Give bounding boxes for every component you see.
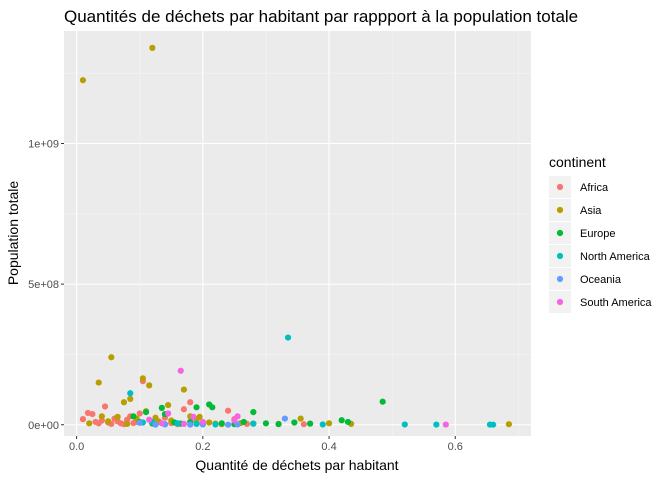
- point-north-america: [319, 421, 326, 428]
- point-south-america: [180, 420, 188, 428]
- legend-label-south-america: South America: [580, 297, 652, 309]
- point-europe: [193, 404, 200, 411]
- legend-key-oceania: [556, 275, 564, 283]
- plot-panel: [64, 31, 531, 436]
- data-points: [79, 44, 513, 428]
- point-oceania: [136, 419, 143, 426]
- point-asia: [196, 413, 203, 420]
- x-tick-label: 0.0: [69, 441, 84, 453]
- x-axis-label: Quantité de déchets par habitant: [195, 457, 398, 473]
- point-south-america: [158, 420, 165, 427]
- point-africa: [136, 410, 143, 417]
- point-europe: [379, 398, 386, 405]
- legend-label-asia: Asia: [580, 205, 602, 217]
- point-europe: [158, 404, 165, 411]
- point-north-america: [212, 421, 219, 428]
- point-south-america: [177, 367, 184, 374]
- point-europe: [275, 421, 282, 428]
- point-asia: [108, 354, 115, 361]
- point-oceania: [187, 421, 194, 428]
- point-north-america: [250, 420, 257, 427]
- point-asia: [152, 414, 159, 421]
- legend-label-oceania: Oceania: [580, 274, 622, 286]
- point-south-america: [165, 410, 172, 417]
- point-north-america: [490, 421, 497, 428]
- point-europe: [240, 418, 247, 426]
- point-africa: [187, 399, 194, 406]
- y-axis-ticks: 0e+00 5e+08 1e+09: [28, 139, 64, 432]
- x-tick-label: 0.2: [195, 441, 210, 453]
- legend: continent Africa Asia Europe North America O…: [549, 154, 652, 313]
- y-tick-label: 0e+00: [28, 420, 59, 432]
- point-africa: [89, 410, 96, 418]
- point-europe: [218, 420, 225, 427]
- point-africa: [224, 407, 232, 414]
- point-oceania: [224, 421, 232, 428]
- legend-key-europe: [556, 229, 564, 237]
- point-asia: [105, 418, 112, 425]
- point-europe: [344, 418, 352, 426]
- point-europe: [338, 417, 345, 424]
- y-axis-label: Population totale: [5, 181, 21, 286]
- legend-label-north-america: North America: [580, 251, 651, 263]
- point-asia: [139, 375, 146, 382]
- legend-key-asia: [556, 206, 564, 214]
- point-asia: [114, 413, 121, 420]
- point-south-america: [231, 417, 238, 424]
- point-europe: [262, 420, 270, 427]
- x-tick-label: 0.6: [448, 441, 463, 453]
- point-asia: [86, 420, 93, 427]
- point-europe: [291, 419, 298, 426]
- point-africa: [101, 403, 109, 410]
- point-north-america: [193, 420, 200, 428]
- legend-key-south-america: [556, 298, 564, 306]
- legend-title: continent: [549, 154, 606, 170]
- legend-label-africa: Africa: [580, 182, 609, 194]
- chart-title: Quantités de déchets par habitant par ra…: [64, 7, 578, 26]
- point-oceania: [152, 421, 159, 428]
- point-south-america: [442, 421, 449, 428]
- legend-label-europe: Europe: [580, 228, 615, 240]
- point-asia: [505, 421, 513, 428]
- point-africa: [79, 416, 87, 423]
- point-africa: [300, 421, 307, 428]
- y-tick-label: 1e+09: [28, 139, 59, 151]
- legend-key-north-america: [556, 252, 564, 260]
- point-asia: [325, 420, 333, 427]
- point-asia: [124, 420, 131, 428]
- point-north-america: [284, 334, 292, 341]
- point-europe: [209, 404, 216, 411]
- point-south-america: [234, 413, 241, 420]
- point-europe: [250, 408, 257, 416]
- point-north-america: [174, 420, 181, 427]
- point-asia: [146, 382, 153, 389]
- point-europe: [142, 408, 150, 416]
- point-north-america: [401, 421, 408, 428]
- point-asia: [180, 386, 188, 393]
- point-asia: [120, 399, 128, 406]
- point-south-america: [190, 413, 197, 420]
- point-asia: [95, 379, 102, 386]
- point-asia: [98, 413, 105, 420]
- point-north-america: [433, 421, 440, 428]
- y-tick-label: 5e+08: [28, 279, 59, 291]
- point-asia: [206, 419, 213, 426]
- point-asia: [79, 77, 87, 84]
- point-africa: [180, 406, 188, 413]
- point-asia: [149, 44, 156, 51]
- point-asia: [127, 395, 134, 402]
- point-europe: [307, 420, 314, 427]
- point-oceania: [281, 415, 288, 422]
- x-tick-label: 0.4: [321, 441, 336, 453]
- point-north-america: [127, 390, 134, 397]
- point-south-america: [199, 418, 206, 426]
- point-europe: [130, 413, 137, 420]
- point-asia: [165, 401, 172, 409]
- legend-key-africa: [556, 183, 564, 191]
- point-asia: [297, 415, 304, 422]
- x-axis-ticks: 0.0 0.2 0.4 0.6: [69, 436, 463, 453]
- point-south-america: [146, 416, 153, 423]
